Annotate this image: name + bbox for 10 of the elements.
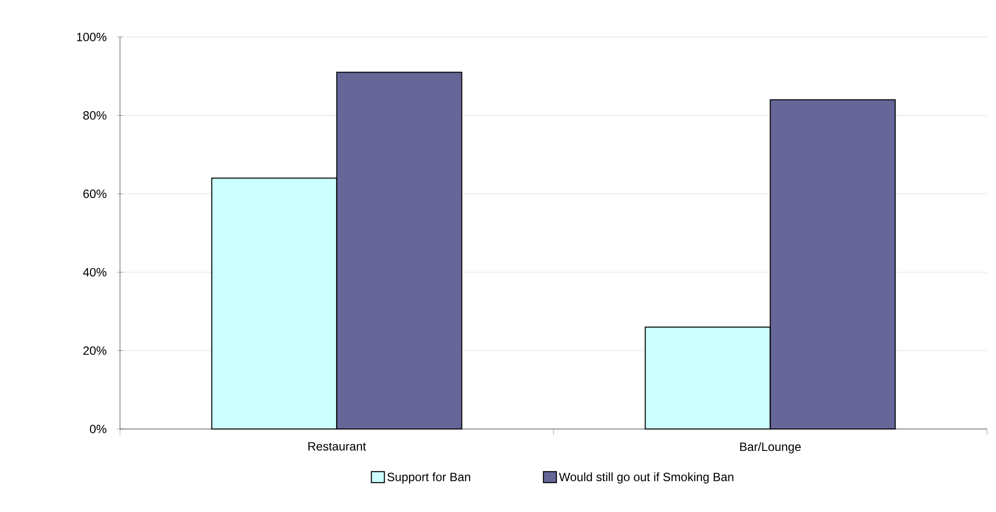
y-tick-label: 80% — [83, 111, 106, 120]
x-tick-label: Restaurant — [308, 442, 366, 451]
y-tick-label: 20% — [83, 346, 106, 355]
y-tick-label: 0% — [90, 424, 106, 434]
legend-label: Would still go out if Smoking Ban — [558, 472, 734, 484]
y-tick-label: 60% — [83, 190, 106, 198]
y-tick-label: 40% — [83, 268, 106, 276]
legend-label: Support for Ban — [387, 472, 470, 484]
y-tick-label: 100% — [77, 32, 106, 42]
x-tick-label: Bar/Lounge — [740, 442, 801, 454]
